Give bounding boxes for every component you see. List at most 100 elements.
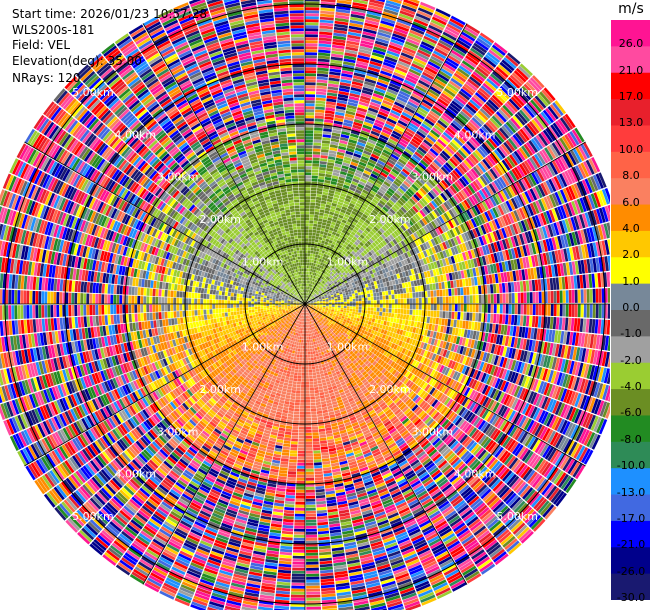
gate-cell — [352, 124, 362, 130]
gate-cell — [363, 28, 377, 35]
gate-cell — [339, 195, 346, 201]
gate-cell — [326, 235, 331, 240]
gate-cell — [532, 291, 536, 304]
gate-cell — [405, 103, 417, 112]
gate-cell — [398, 13, 414, 21]
gate-cell — [311, 175, 318, 179]
gate-cell — [315, 270, 318, 274]
gate-cell — [310, 244, 315, 248]
gate-cell — [310, 268, 313, 272]
gate-cell — [306, 292, 308, 296]
gate-cell — [318, 34, 333, 39]
gate-cell — [356, 141, 366, 147]
gate-cell — [305, 106, 315, 110]
gate-cell — [393, 289, 398, 295]
gate-cell — [401, 319, 406, 325]
gate-cell — [385, 290, 389, 296]
gate-cell — [310, 250, 314, 254]
gate-cell — [319, 19, 334, 24]
gate-cell — [305, 250, 308, 254]
gate-cell — [423, 35, 438, 45]
gate-cell — [427, 297, 431, 304]
gate-cell — [415, 298, 419, 304]
gate-cell — [469, 304, 473, 313]
gate-cell — [547, 304, 551, 316]
gate-cell — [373, 296, 377, 301]
gate-cell — [306, 274, 308, 278]
gate-cell — [380, 171, 388, 178]
gate-cell — [358, 295, 362, 299]
gate-cell — [376, 300, 380, 304]
gate-cell — [334, 225, 339, 230]
gate-cell — [322, 234, 327, 239]
gate-cell — [305, 13, 319, 17]
gate-cell — [510, 314, 515, 326]
gate-cell — [314, 239, 319, 243]
gate-cell — [334, 20, 349, 26]
gate-cell — [396, 318, 400, 324]
gate-cell — [318, 271, 322, 275]
gate-cell — [312, 157, 320, 161]
gate-cell — [311, 259, 315, 263]
gate-cell — [381, 64, 395, 72]
gate-cell — [395, 21, 411, 30]
gate-cell — [315, 196, 322, 201]
gate-cell — [386, 88, 398, 96]
gate-cell — [357, 104, 369, 110]
gate-cell — [330, 138, 340, 143]
gate-cell — [336, 220, 342, 225]
gate-cell — [354, 311, 359, 315]
gate-cell — [305, 31, 319, 35]
gate-cell — [396, 122, 407, 130]
gate-cell — [313, 275, 316, 279]
gate-cell — [334, 23, 348, 29]
gate-cell — [307, 256, 310, 260]
gate-cell — [341, 70, 354, 75]
gate-cell — [318, 173, 326, 177]
gate-cell — [325, 301, 329, 303]
gate-cell — [316, 73, 329, 78]
gate-cell — [393, 284, 397, 290]
gate-cell — [416, 52, 430, 61]
gate-cell — [445, 296, 449, 304]
gate-cell — [399, 55, 413, 63]
gate-cell — [583, 304, 587, 318]
gate-cell — [308, 241, 312, 245]
gate-cell — [513, 314, 518, 326]
gate-cell — [376, 323, 381, 328]
gate-cell — [369, 60, 382, 67]
gate-cell — [335, 233, 340, 238]
gate-cell — [419, 43, 434, 53]
gate-cell — [409, 304, 413, 310]
gate-cell — [328, 214, 334, 219]
gate-cell — [382, 11, 398, 19]
gate-cell — [361, 37, 375, 43]
gate-cell — [360, 95, 371, 102]
gate-cell — [307, 292, 310, 296]
gate-cell — [333, 238, 338, 243]
gate-cell — [305, 79, 316, 83]
gate-cell — [508, 293, 512, 304]
gate-cell — [463, 287, 467, 296]
gate-cell — [475, 312, 479, 322]
gate-cell — [534, 279, 539, 291]
gate-cell — [408, 68, 422, 77]
gate-cell — [342, 203, 349, 208]
gate-cell — [523, 304, 527, 315]
gate-cell — [466, 286, 470, 295]
gate-cell — [571, 289, 575, 303]
gate-cell — [355, 63, 368, 70]
gate-cell — [356, 213, 362, 219]
gate-cell — [305, 40, 318, 44]
gate-cell — [359, 158, 368, 164]
gate-cell — [325, 107, 336, 112]
gate-cell — [323, 253, 327, 258]
gate-cell — [308, 286, 311, 290]
gate-cell — [314, 118, 324, 122]
gate-cell — [353, 287, 357, 291]
gate-cell — [535, 304, 539, 316]
gate-cell — [336, 0, 352, 5]
gate-cell — [359, 178, 368, 184]
gate-cell — [383, 282, 387, 287]
gate-cell — [410, 320, 415, 327]
